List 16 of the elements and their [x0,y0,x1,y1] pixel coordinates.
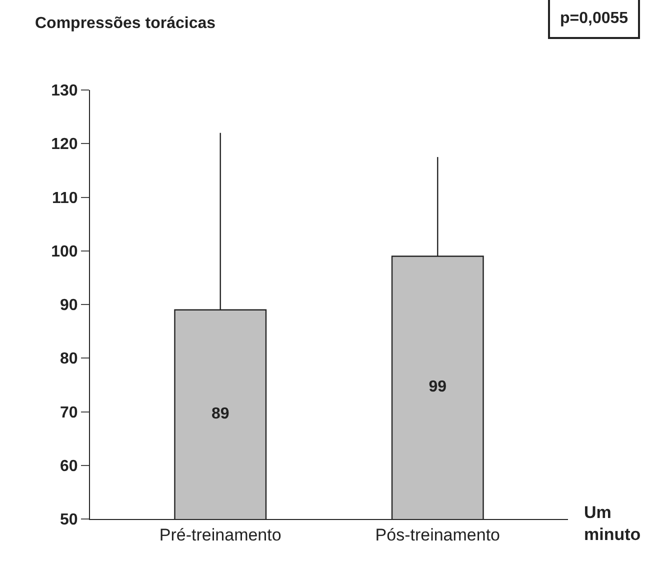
x-tick-label: Pós-treinamento [375,525,500,544]
x-tick-label: Pré-treinamento [159,525,282,544]
x-axis-title: Um minuto [584,503,641,544]
y-tick-label: 110 [52,190,78,207]
y-tick-label: 130 [51,82,78,100]
y-tick-label: 120 [51,136,78,154]
y-tick-label: 100 [51,243,78,260]
text: p=0,0055 [560,10,628,27]
data-label: 89 [211,405,230,422]
y-tick-label: 70 [60,404,78,422]
data-label: 99 [428,378,447,396]
y-tick-label: 90 [60,297,78,314]
y-tick-label: 60 [60,458,78,475]
y-axis-title: Compressões torácicas [35,15,216,32]
y-tick-label: 80 [60,350,78,368]
y-tick-label: 50 [60,512,78,529]
